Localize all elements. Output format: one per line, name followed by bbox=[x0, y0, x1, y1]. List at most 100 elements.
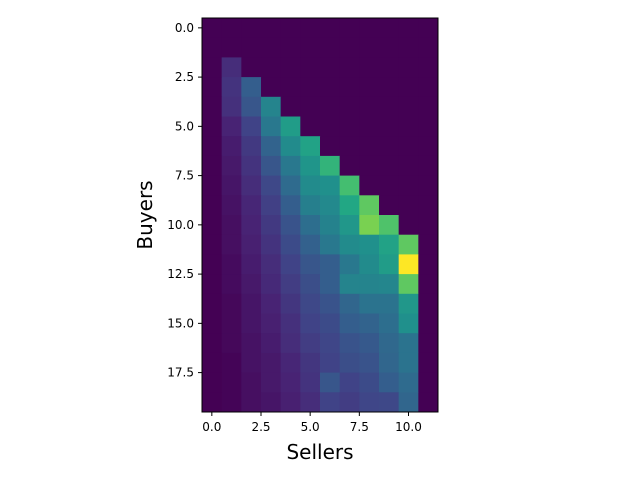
heatmap-cell bbox=[379, 96, 400, 117]
heatmap-cell bbox=[300, 274, 321, 295]
heatmap-cell bbox=[261, 96, 282, 117]
heatmap-cell bbox=[261, 215, 282, 236]
heatmap-cell bbox=[241, 352, 262, 374]
heatmap-cell bbox=[320, 57, 341, 78]
heatmap-cell bbox=[221, 254, 242, 275]
heatmap-cell bbox=[261, 392, 282, 413]
heatmap-cell bbox=[339, 96, 360, 117]
heatmap-cell bbox=[280, 96, 301, 117]
heatmap-cell bbox=[241, 77, 262, 98]
y-tick-label: 2.5 bbox=[175, 70, 194, 84]
heatmap-cell bbox=[241, 274, 262, 295]
heatmap-cell bbox=[202, 195, 223, 216]
heatmap-cell bbox=[261, 372, 282, 393]
heatmap-cell bbox=[320, 293, 341, 314]
heatmap-cell bbox=[280, 37, 301, 58]
heatmap-cell bbox=[398, 293, 419, 314]
heatmap-cell bbox=[320, 195, 341, 216]
heatmap-cell bbox=[202, 136, 223, 157]
heatmap-cell bbox=[300, 116, 321, 137]
heatmap-cell bbox=[241, 392, 262, 413]
heatmap-cell bbox=[359, 352, 380, 374]
heatmap-cell bbox=[202, 254, 223, 275]
heatmap-cell bbox=[202, 18, 223, 39]
heatmap-cell bbox=[241, 18, 262, 39]
heatmap-cell bbox=[418, 215, 439, 236]
heatmap-cell bbox=[418, 195, 439, 216]
heatmap-cell bbox=[261, 136, 282, 157]
heatmap-cell bbox=[339, 175, 360, 196]
y-tick-label: 5.0 bbox=[175, 119, 194, 133]
x-tick-label: 0.0 bbox=[202, 420, 221, 434]
heatmap-cell bbox=[320, 274, 341, 295]
heatmap-cell bbox=[339, 293, 360, 314]
heatmap-cell bbox=[300, 215, 321, 236]
heatmap-cell bbox=[359, 195, 380, 216]
heatmap-cell bbox=[359, 175, 380, 196]
heatmap-cell bbox=[300, 333, 321, 354]
heatmap-cell bbox=[280, 254, 301, 275]
heatmap-cell bbox=[261, 352, 282, 374]
heatmap-cell bbox=[300, 392, 321, 413]
heatmap-cell bbox=[418, 37, 439, 58]
x-tick-label: 7.5 bbox=[350, 420, 369, 434]
heatmap-cell bbox=[221, 57, 242, 78]
heatmap-cell bbox=[261, 234, 282, 255]
heatmap-cell bbox=[320, 215, 341, 236]
heatmap-cell bbox=[418, 333, 439, 354]
heatmap-cell bbox=[339, 392, 360, 413]
heatmap-cell bbox=[418, 18, 439, 39]
heatmap-cell bbox=[379, 333, 400, 354]
heatmap-cell bbox=[221, 116, 242, 137]
heatmap-cell bbox=[221, 96, 242, 117]
heatmap-cell bbox=[300, 175, 321, 196]
heatmap-cell bbox=[320, 254, 341, 275]
heatmap-cell bbox=[221, 392, 242, 413]
heatmap-cell bbox=[221, 352, 242, 374]
y-tick-label: 12.5 bbox=[167, 267, 194, 281]
heatmap-cell bbox=[379, 372, 400, 393]
heatmap-cell bbox=[280, 234, 301, 255]
heatmap-cell bbox=[398, 77, 419, 98]
heatmap-cell bbox=[221, 313, 242, 334]
heatmap-cell bbox=[221, 18, 242, 39]
heatmap-cell bbox=[202, 392, 223, 413]
heatmap-cell bbox=[339, 333, 360, 354]
heatmap-cell bbox=[398, 333, 419, 354]
heatmap-cell bbox=[398, 392, 419, 413]
heatmap-cell bbox=[300, 313, 321, 334]
y-tick-label: 17.5 bbox=[167, 366, 194, 380]
heatmap-cell bbox=[241, 57, 262, 78]
heatmap-cell bbox=[320, 96, 341, 117]
heatmap-cell bbox=[398, 352, 419, 374]
heatmap-cell bbox=[241, 313, 262, 334]
heatmap-cell bbox=[300, 77, 321, 98]
heatmap-cell bbox=[241, 116, 262, 137]
heatmap-cell bbox=[280, 175, 301, 196]
heatmap-cell bbox=[241, 37, 262, 58]
heatmap-cell bbox=[300, 96, 321, 117]
heatmap-cell bbox=[221, 155, 242, 177]
heatmap-cell bbox=[359, 392, 380, 413]
heatmap-cell bbox=[300, 254, 321, 275]
heatmap-cell bbox=[261, 77, 282, 98]
heatmap-cell bbox=[418, 96, 439, 117]
heatmap-cell bbox=[418, 352, 439, 374]
heatmap-cell bbox=[418, 155, 439, 177]
heatmap-cell bbox=[202, 57, 223, 78]
heatmap-cell bbox=[221, 234, 242, 255]
heatmap-cell bbox=[221, 215, 242, 236]
heatmap-cell bbox=[379, 313, 400, 334]
heatmap-cell bbox=[418, 175, 439, 196]
heatmap-cell bbox=[359, 333, 380, 354]
heatmap-cell bbox=[418, 234, 439, 255]
heatmap-cell bbox=[261, 18, 282, 39]
heatmap-cell bbox=[339, 254, 360, 275]
heatmap-cell bbox=[379, 234, 400, 255]
heatmap-cell bbox=[418, 136, 439, 157]
heatmap-cell bbox=[379, 155, 400, 177]
plot-frame bbox=[201, 17, 439, 413]
heatmap-cell bbox=[320, 136, 341, 157]
heatmap-cell bbox=[261, 57, 282, 78]
